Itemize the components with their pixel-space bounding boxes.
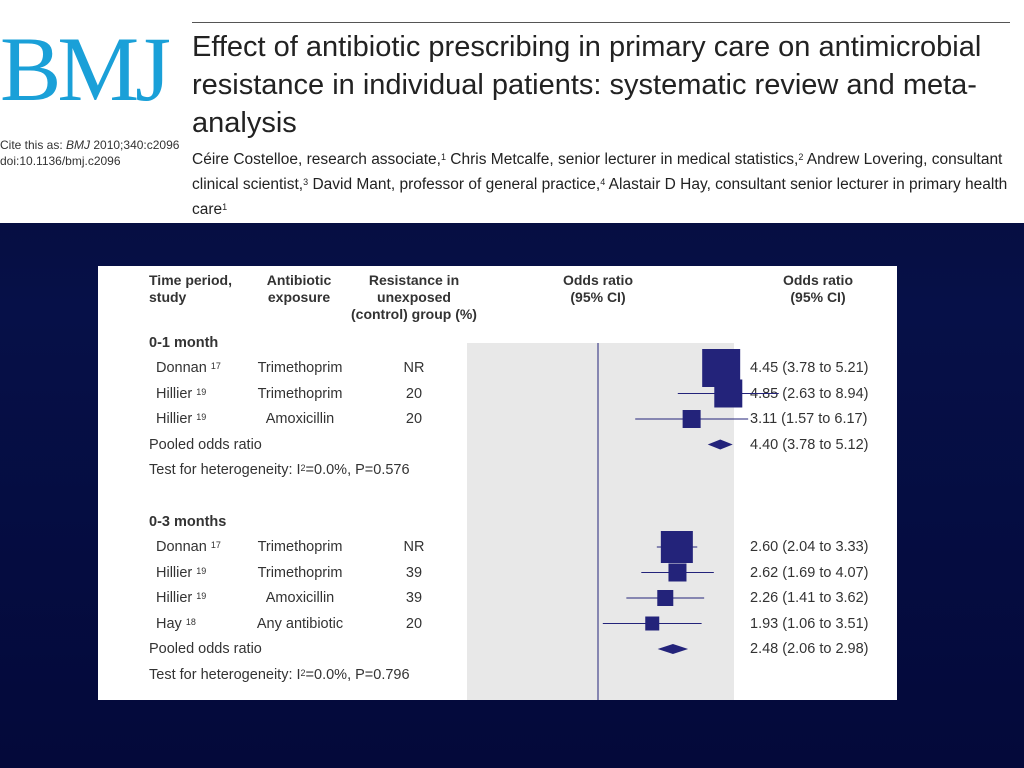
author-affiliation: 4 bbox=[600, 177, 606, 187]
study-name: Donnan 17 bbox=[156, 539, 221, 555]
resistance-cell: NR bbox=[403, 360, 425, 376]
pooled-odds-ratio-text: 2.48 (2.06 to 2.98) bbox=[750, 641, 869, 657]
study-reference: 17 bbox=[210, 361, 221, 371]
header-exposure: Antibiotic exposure bbox=[266, 272, 332, 305]
odds-ratio-text: 4.45 (3.78 to 5.21) bbox=[750, 360, 869, 376]
author-1: Chris Metcalfe, senior lecturer in medic… bbox=[446, 151, 799, 168]
exposure-cell: Trimethoprim bbox=[257, 564, 343, 581]
odds-ratio-text: 2.60 (2.04 to 3.33) bbox=[750, 539, 869, 555]
exposure-cell: Amoxicillin bbox=[265, 411, 335, 427]
author-affiliation: 1 bbox=[440, 152, 446, 162]
author-2: Andrew Lovering, consultant clinical sci… bbox=[192, 151, 1003, 193]
superscript-two: 2 bbox=[300, 463, 306, 473]
odds-ratio-text: 1.93 (1.06 to 3.51) bbox=[750, 615, 869, 632]
resistance-cell: 20 bbox=[405, 411, 423, 427]
bmj-logo: BMJ bbox=[0, 18, 171, 120]
odds-ratio-text: 2.62 (1.69 to 4.07) bbox=[750, 564, 869, 581]
resistance-cell: 20 bbox=[405, 615, 423, 632]
forest-plot-svg bbox=[597, 343, 779, 700]
study-name: Donnan 17 bbox=[156, 360, 221, 376]
exposure-cell: Trimethoprim bbox=[257, 539, 343, 555]
study-reference: 19 bbox=[196, 565, 207, 576]
author-3: David Mant, professor of general practic… bbox=[308, 176, 601, 193]
point-estimate-square bbox=[682, 410, 701, 428]
doi-line: doi:10.1136/bmj.c2096 bbox=[0, 154, 121, 168]
odds-ratio-text: 2.26 (1.41 to 3.62) bbox=[750, 590, 869, 606]
header-rule bbox=[192, 22, 1010, 23]
author-0: Céire Costelloe, research associate, bbox=[192, 151, 441, 168]
study-reference: 19 bbox=[196, 591, 207, 601]
plot-area-background bbox=[467, 343, 734, 700]
resistance-cell: 39 bbox=[405, 564, 423, 581]
header-resistance: Resistance in unexposed (control) group (%… bbox=[351, 272, 477, 322]
study-name: Hillier 19 bbox=[156, 590, 207, 606]
pooled-label: Pooled odds ratio bbox=[149, 641, 262, 657]
point-estimate-square bbox=[657, 590, 674, 606]
study-reference: 19 bbox=[196, 386, 207, 397]
header-plot-or: Odds ratio (95% CI) bbox=[562, 272, 633, 305]
exposure-cell: Trimethoprim bbox=[257, 360, 343, 376]
author-affiliation: 2 bbox=[798, 152, 804, 162]
resistance-cell: NR bbox=[403, 539, 425, 555]
study-name: Hillier 19 bbox=[156, 564, 207, 581]
article-title: Effect of antibiotic prescribing in prim… bbox=[192, 31, 982, 139]
pooled-diamond bbox=[707, 439, 733, 450]
study-name: Hay 18 bbox=[156, 615, 196, 632]
author-affiliation: 3 bbox=[303, 177, 309, 187]
point-estimate-square bbox=[645, 616, 660, 631]
pooled-label: Pooled odds ratio bbox=[149, 436, 262, 453]
author-affiliation: 1 bbox=[222, 202, 228, 212]
author-4: Alastair D Hay, consultant senior lectur… bbox=[192, 176, 1008, 218]
author-list: Céire Costelloe, research associate,1 Ch… bbox=[192, 147, 1014, 222]
study-reference: 19 bbox=[196, 412, 207, 422]
point-estimate-square bbox=[668, 563, 687, 582]
study-name: Hillier 19 bbox=[156, 411, 207, 427]
pooled-odds-ratio-text: 4.40 (3.78 to 5.12) bbox=[750, 436, 869, 453]
exposure-cell: Trimethoprim bbox=[257, 385, 343, 402]
forest-plot-panel: Time period, study Antibiotic exposure Res… bbox=[98, 266, 897, 700]
superscript-two: 2 bbox=[300, 667, 306, 678]
heterogeneity-test: Test for heterogeneity: I2=0.0%, P=0.576 bbox=[149, 462, 410, 478]
resistance-cell: 39 bbox=[405, 590, 423, 606]
study-name: Hillier 19 bbox=[156, 385, 207, 402]
exposure-cell: Amoxicillin bbox=[265, 590, 335, 606]
resistance-cell: 20 bbox=[405, 385, 423, 402]
citation-line: Cite this as: BMJ 2010;340:c2096 bbox=[0, 138, 180, 152]
study-reference: 17 bbox=[210, 540, 221, 550]
point-estimate-square bbox=[660, 531, 693, 563]
pooled-diamond bbox=[657, 644, 689, 654]
group-label: 0-1 month bbox=[149, 335, 219, 351]
heterogeneity-test: Test for heterogeneity: I2=0.0%, P=0.796 bbox=[149, 666, 410, 683]
odds-ratio-text: 4.85 (2.63 to 8.94) bbox=[750, 385, 869, 402]
odds-ratio-text: 3.11 (1.57 to 6.17) bbox=[750, 411, 868, 427]
study-reference: 18 bbox=[185, 616, 196, 627]
header-study: Time period, study bbox=[149, 272, 232, 305]
point-estimate-square bbox=[714, 379, 743, 408]
group-label: 0-3 months bbox=[149, 514, 227, 530]
exposure-cell: Any antibiotic bbox=[256, 615, 344, 632]
article-header: BMJ Cite this as: BMJ 2010;340:c2096 doi… bbox=[0, 0, 1024, 223]
header-or-text: Odds ratio (95% CI) bbox=[782, 272, 853, 305]
